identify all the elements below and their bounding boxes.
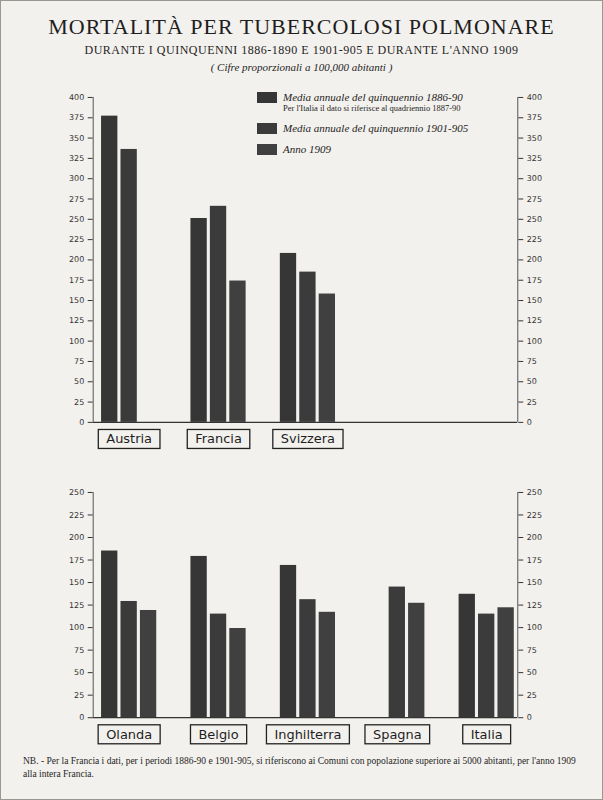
html-text:DURANTE I QUINQUENNI 1886-1890: DURANTE I QUINQUENNI 1886-1890 E 1901-90… (84, 43, 519, 57)
svg-text:125: 125 (527, 600, 542, 609)
svg-text:100: 100 (527, 337, 542, 346)
svg-text:0: 0 (527, 418, 532, 427)
svg-text:Austria: Austria (106, 431, 152, 446)
svg-text:50: 50 (527, 377, 537, 386)
svg-text:150: 150 (69, 578, 84, 587)
svg-text:75: 75 (74, 357, 84, 366)
svg-text:300: 300 (69, 174, 84, 183)
svg-text:100: 100 (69, 337, 84, 346)
html-text:MORTALITÀ PER TUBERCOLOSI POLM: MORTALITÀ PER TUBERCOLOSI POLMONARE (48, 14, 555, 39)
html-text:( Cifre proporzionali a 100,00: ( Cifre proporzionali a 100,000 abitanti… (210, 61, 393, 73)
svg-text:150: 150 (527, 578, 542, 587)
svg-text:25: 25 (74, 690, 84, 699)
svg-text:125: 125 (527, 316, 542, 325)
svg-text:0: 0 (79, 713, 84, 722)
svg-text:125: 125 (69, 316, 84, 325)
svg-text:275: 275 (69, 195, 84, 204)
html-text:Media annuale del quinquennio: Media annuale del quinquennio 1886-90 (283, 91, 463, 103)
svg-text:250: 250 (527, 215, 542, 224)
svg-text:375: 375 (527, 113, 542, 122)
svg-text:350: 350 (69, 134, 84, 143)
svg-text:Francia: Francia (195, 431, 242, 446)
svg-text:175: 175 (527, 276, 542, 285)
svg-text:50: 50 (74, 377, 84, 386)
svg-text:25: 25 (527, 690, 537, 699)
svg-text:100: 100 (69, 623, 84, 632)
svg-text:250: 250 (527, 488, 542, 497)
svg-text:250: 250 (69, 488, 84, 497)
html-text:Media annuale del quinquennio: Media annuale del quinquennio 1901-905 (283, 122, 469, 134)
svg-text:200: 200 (527, 255, 542, 264)
svg-text:125: 125 (69, 600, 84, 609)
svg-text:Inghilterra: Inghilterra (274, 727, 341, 742)
svg-text:225: 225 (69, 235, 84, 244)
svg-text:100: 100 (527, 623, 542, 632)
svg-text:275: 275 (527, 195, 542, 204)
svg-text:225: 225 (69, 510, 84, 519)
svg-text:150: 150 (527, 296, 542, 305)
svg-text:75: 75 (527, 645, 537, 654)
svg-text:325: 325 (527, 154, 542, 163)
svg-text:Italia: Italia (471, 727, 503, 742)
svg-text:Spagna: Spagna (373, 727, 422, 742)
svg-text:Olanda: Olanda (106, 727, 152, 742)
svg-text:75: 75 (527, 357, 537, 366)
svg-text:25: 25 (74, 398, 84, 407)
svg-text:0: 0 (527, 713, 532, 722)
svg-text:Svizzera: Svizzera (281, 431, 335, 446)
svg-text:200: 200 (69, 255, 84, 264)
svg-text:50: 50 (74, 668, 84, 677)
svg-text:200: 200 (527, 533, 542, 542)
svg-text:0: 0 (79, 418, 84, 427)
svg-text:400: 400 (69, 93, 84, 102)
svg-text:175: 175 (69, 276, 84, 285)
svg-text:175: 175 (527, 555, 542, 564)
html-text:Per l'Italia il dato si riferi: Per l'Italia il dato si riferisce al qua… (283, 103, 461, 113)
svg-text:175: 175 (69, 555, 84, 564)
svg-text:300: 300 (527, 174, 542, 183)
svg-text:400: 400 (527, 93, 542, 102)
svg-text:225: 225 (527, 510, 542, 519)
html-text:NB. - Per la Francia i dati, p: NB. - Per la Francia i dati, per i perio… (23, 755, 576, 779)
svg-text:50: 50 (527, 668, 537, 677)
svg-text:225: 225 (527, 235, 542, 244)
svg-text:150: 150 (69, 296, 84, 305)
svg-text:75: 75 (74, 645, 84, 654)
svg-text:350: 350 (527, 134, 542, 143)
svg-text:375: 375 (69, 113, 84, 122)
svg-text:Belgio: Belgio (198, 727, 238, 742)
svg-text:200: 200 (69, 533, 84, 542)
svg-text:25: 25 (527, 398, 537, 407)
svg-text:325: 325 (69, 154, 84, 163)
svg-text:250: 250 (69, 215, 84, 224)
html-text:Anno 1909: Anno 1909 (283, 143, 331, 155)
